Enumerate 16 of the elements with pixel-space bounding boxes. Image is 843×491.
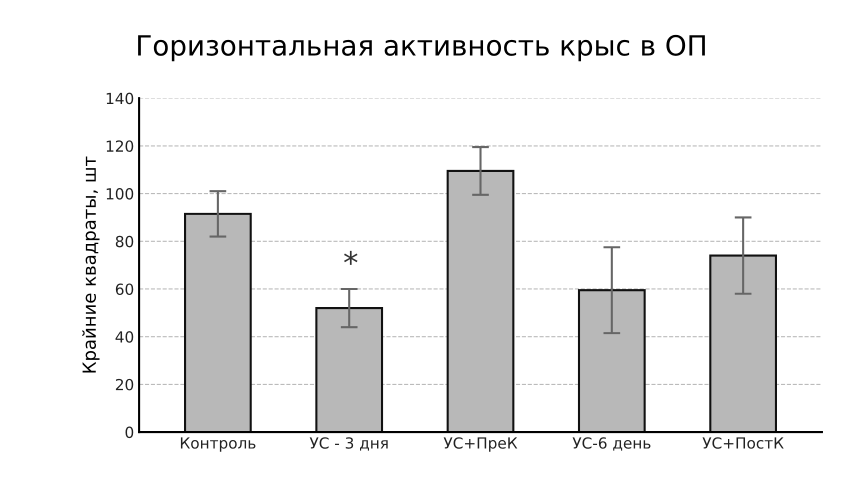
y-tick-label: 60 [116, 283, 134, 296]
y-tick-label: 80 [116, 236, 134, 248]
chart-title: Горизонтальная активность крыс в ОП [138, 34, 705, 62]
y-tick-label: 140 [106, 92, 134, 104]
x-tick-label: УС+ПостК [702, 437, 784, 449]
x-tick-label: УС-6 день [572, 437, 650, 451]
annotation: * [344, 250, 358, 265]
y-axis-title: Крайние квадраты, шт [82, 156, 100, 373]
y-tick-label: 120 [106, 140, 134, 152]
x-tick-label: Контроль [180, 437, 256, 452]
x-tick-label: УС+ПреК [444, 437, 518, 452]
y-tick-label: 40 [116, 331, 134, 343]
y-tick-label: 0 [126, 426, 134, 438]
x-tick-label: УС - 3 дня [310, 437, 388, 451]
y-tick-label: 100 [106, 188, 134, 200]
y-tick-label: 20 [116, 378, 134, 390]
